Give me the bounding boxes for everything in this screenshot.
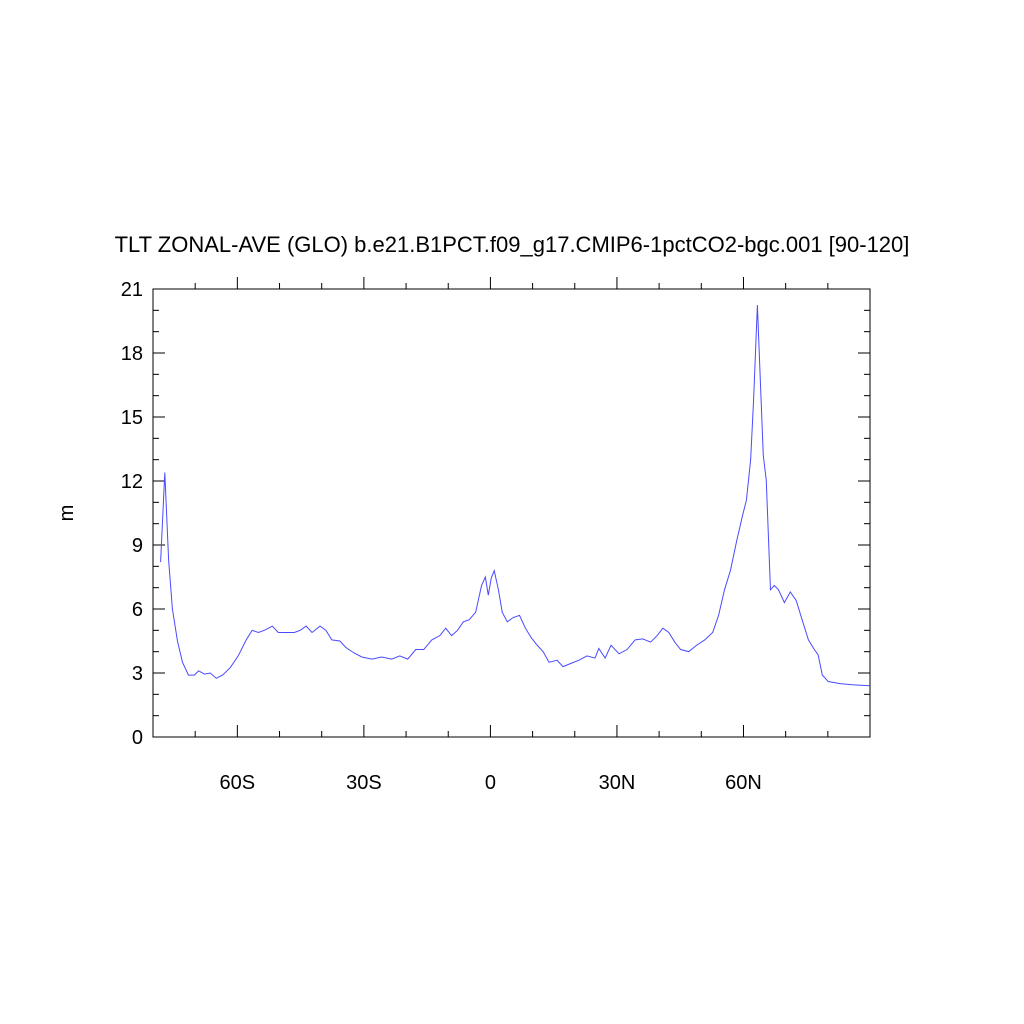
y-axis-label: m	[56, 505, 78, 522]
chart-title: TLT ZONAL-AVE (GLO) b.e21.B1PCT.f09_g17.…	[115, 232, 910, 257]
y-tick-label: 6	[132, 599, 143, 621]
y-tick-label: 3	[132, 663, 143, 685]
y-tick-label: 21	[121, 279, 143, 301]
plot-frame	[152, 288, 871, 738]
x-tick-label: 30S	[346, 772, 382, 794]
x-tick-label: 60S	[220, 772, 256, 794]
x-tick-label: 60N	[725, 772, 762, 794]
y-tick-label: 9	[132, 535, 143, 557]
x-tick-label: 0	[485, 772, 496, 794]
x-tick-label: 30N	[599, 772, 636, 794]
y-tick-label: 0	[132, 727, 143, 749]
y-tick-label: 15	[121, 407, 143, 429]
y-tick-label: 18	[121, 343, 143, 365]
y-tick-label: 12	[121, 471, 143, 493]
data-line	[160, 304, 871, 687]
